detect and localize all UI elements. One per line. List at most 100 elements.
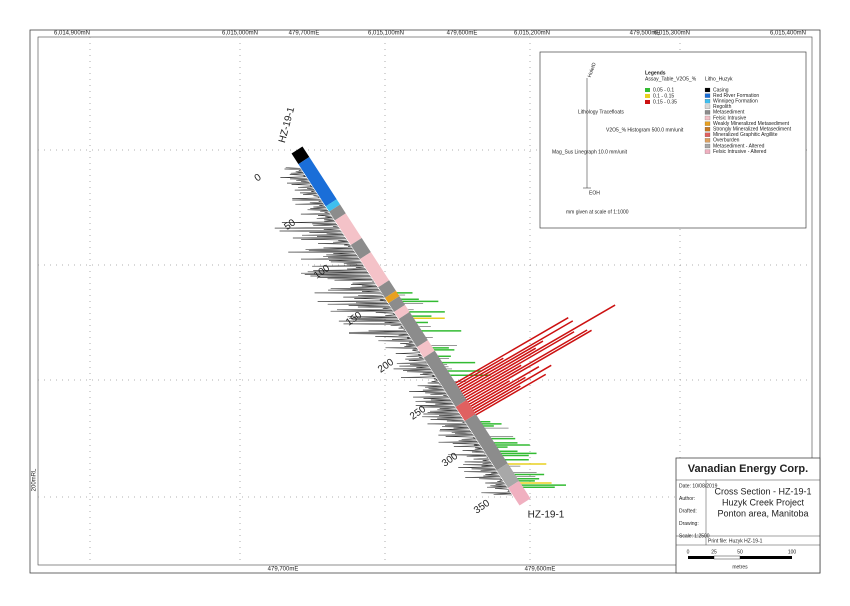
legend-label: Overburden	[713, 138, 740, 144]
legend-swatch	[704, 143, 711, 149]
legend-subtitle: Assay_Table_V2O5_%	[645, 76, 697, 82]
legend-swatch	[704, 132, 711, 137]
field: Drawing:	[679, 521, 699, 527]
legend-label: 0.15 - 0.35	[653, 99, 677, 105]
legend-label: Regolith	[713, 104, 732, 110]
assay-bar	[454, 317, 569, 385]
top-coordinate: 6,015,200mN	[514, 31, 550, 37]
field: Drafted:	[679, 508, 697, 514]
assay-bar	[467, 380, 511, 406]
legend-swatch	[704, 99, 711, 104]
bottom-coordinate: 479,700mE	[268, 567, 299, 573]
litho-interval	[496, 463, 520, 488]
trace-label: Lithology Tracefloats	[578, 109, 624, 115]
assay-bar	[462, 331, 575, 398]
legend-label: Felsic Intrusive	[713, 115, 747, 121]
assay-bar	[460, 304, 616, 395]
legend-label: Red River Formation	[713, 93, 759, 99]
top-coordinate: 6,015,400mN	[770, 31, 806, 37]
legend-label: Weakly Mineralized Metasediment	[713, 121, 790, 127]
depth-label: 250	[408, 404, 428, 423]
field: Scale: 1:2500	[679, 533, 710, 539]
outer-frame	[29, 29, 821, 574]
litho-interval	[350, 237, 371, 260]
top-coordinate: 6,015,000mN	[222, 31, 258, 37]
grid	[38, 37, 812, 565]
legend-label: 0.1 - 0.15	[653, 93, 674, 99]
trace-label: Mag_Sus Linegraph 10.0 mm/unit	[552, 149, 628, 155]
litho-interval	[394, 304, 410, 319]
trace-label: EOH	[589, 190, 600, 196]
legend-subtitle: Litho_Huzyk	[705, 76, 733, 82]
legend-label: Felsic Intrusive - Altered	[713, 149, 767, 155]
hole-label: HZ-19-1	[528, 510, 565, 521]
litho-interval	[385, 290, 400, 304]
area: Ponton area, Manitoba	[717, 508, 808, 518]
assay-bar	[474, 373, 547, 417]
assay-bar	[458, 340, 544, 391]
assay-bar	[455, 357, 504, 387]
legend-title: Legends	[645, 70, 666, 76]
litho-interval	[291, 146, 310, 165]
litho-interval	[298, 157, 337, 207]
title-block: Vanadian Energy Corp. Cross Section - HZ…	[675, 457, 821, 574]
field: Date: 10/08/2019	[679, 483, 718, 489]
depth-label: 300	[440, 451, 460, 470]
legend-swatch	[645, 100, 650, 104]
legend-swatch	[704, 93, 711, 98]
depth-label: 200	[376, 357, 396, 376]
legend-swatch	[645, 94, 650, 98]
legend-swatch	[704, 121, 711, 126]
scale-tick: 25	[711, 549, 717, 555]
bottom-coordinate: 479,600mE	[525, 567, 556, 573]
legend-swatch	[704, 87, 711, 93]
mag-sus-trace	[274, 167, 513, 496]
legend-swatch	[704, 115, 711, 121]
litho-interval	[464, 413, 508, 471]
legend-label: Mineralized Graphitic Argillite	[713, 132, 778, 138]
scale-tick: 0	[687, 549, 690, 555]
scale-tick: 50	[737, 549, 743, 555]
litho-interval	[416, 340, 435, 358]
legend-box	[539, 51, 807, 229]
depth-label: 150	[344, 310, 364, 329]
litho-interval	[325, 199, 341, 212]
legend-swatch	[704, 138, 711, 143]
assay-bar	[464, 329, 588, 402]
top-coordinate: 6,014,900mN	[54, 31, 90, 37]
depth-label: 0	[253, 172, 264, 184]
litho-interval	[329, 204, 346, 221]
title-block-fields: Date: 10/08/2019 Author: Drafted: Drawing: S…	[679, 483, 796, 555]
legend-swatch	[704, 149, 711, 154]
litho-interval	[334, 213, 362, 246]
legend-label: Strongly Mineralized Metasediment	[713, 127, 792, 133]
sheet-title: Cross Section - HZ-19-1	[714, 486, 811, 496]
legend-swatch	[704, 127, 711, 132]
assay-bar	[471, 364, 552, 412]
company: Vanadian Energy Corp.	[688, 463, 808, 475]
assay-bar	[466, 329, 592, 404]
litho-interval	[388, 296, 406, 312]
scale-tick: 100	[788, 549, 797, 555]
litho-interval	[398, 311, 428, 348]
legend: HoleID Lithology Tracefloats V2O5_% Hist…	[552, 62, 792, 216]
top-coordinate: 6,015,300mN	[654, 31, 690, 37]
assay-bar	[456, 320, 574, 389]
litho-interval	[455, 399, 476, 422]
depth-label: 50	[282, 217, 298, 233]
top-coordinate: 479,700mE	[289, 31, 320, 37]
legend-label: Metasediment - Altered	[713, 143, 765, 149]
left-coordinate: 200mRL	[32, 468, 38, 491]
scale-note: mm given at scale of 1:1000	[566, 209, 629, 215]
assay-bar	[463, 364, 522, 400]
assay-bar	[470, 376, 526, 410]
assay-bar	[459, 347, 537, 393]
litho-interval	[423, 350, 467, 407]
trace-label: V2O5_% Histogram 500.0 mm/unit	[606, 127, 684, 133]
legend-label: Winnipeg Formation	[713, 99, 758, 105]
litho-interval	[508, 480, 531, 506]
depth-label: 350	[472, 498, 492, 517]
inner-frame	[37, 36, 813, 566]
print-file: Print file: Huzyk HZ-19-1	[708, 538, 763, 544]
